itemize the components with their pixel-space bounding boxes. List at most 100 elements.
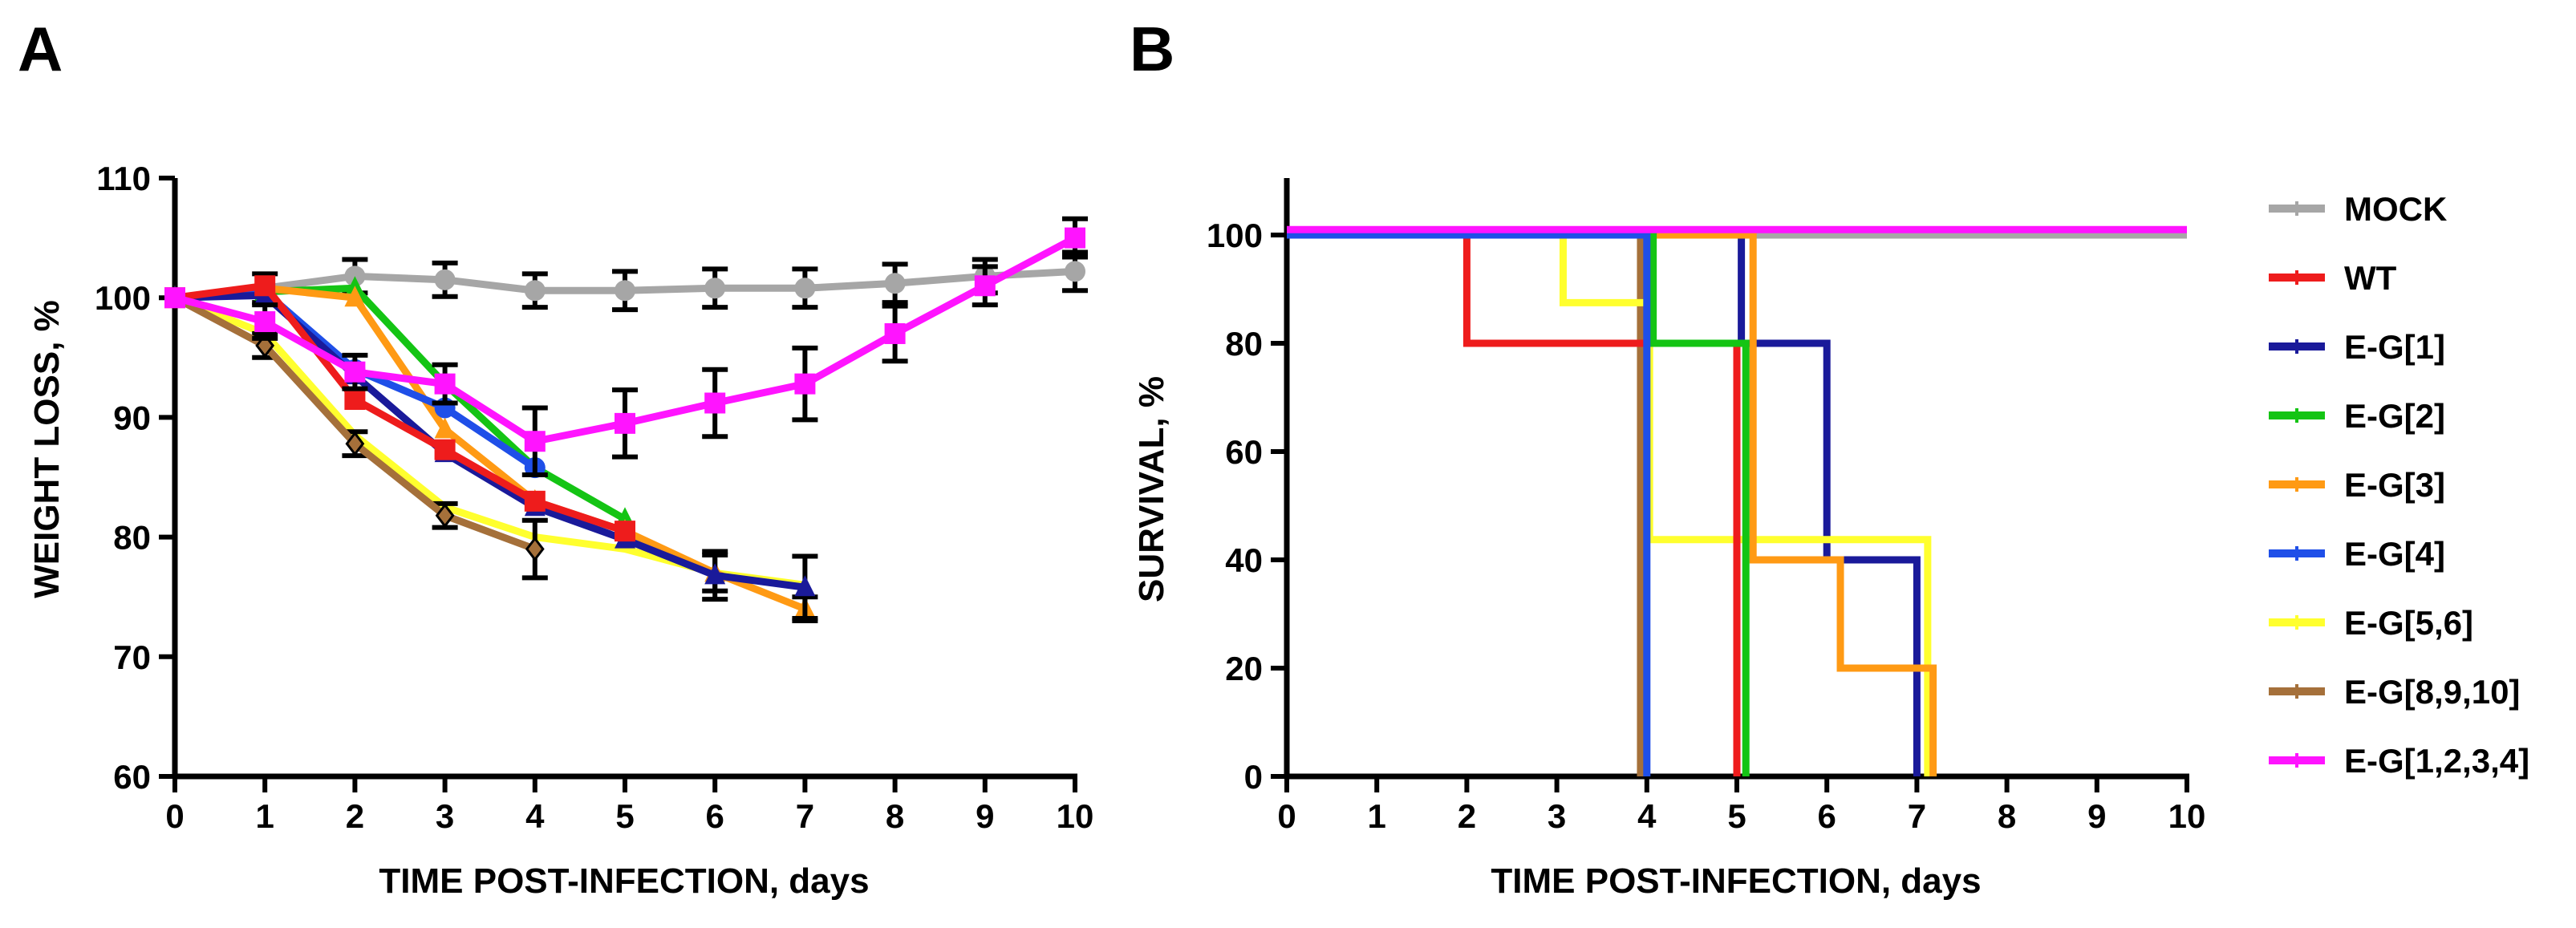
- x-tick-label: 10: [2168, 797, 2206, 835]
- x-tick-label: 5: [615, 797, 634, 835]
- y-tick-label: 70: [113, 638, 151, 676]
- data-point-mock: [524, 280, 546, 302]
- y-tick-label: 100: [95, 279, 151, 317]
- data-point-e-g-1: [794, 575, 816, 597]
- x-tick-label: 2: [1458, 797, 1476, 835]
- x-tick-label: 9: [976, 797, 994, 835]
- legend-label: E-G[3]: [2344, 466, 2445, 504]
- data-point-mock: [704, 278, 726, 299]
- legend-label: E-G[5,6]: [2344, 604, 2473, 642]
- legend-item-mock: MOCK: [2269, 190, 2447, 228]
- data-point-e-g-1-2-3-4: [704, 392, 726, 414]
- chart-a: 60 70 80 90 100 110 0 1 2 3 4 5 6 7 8 9 10 TIME POST-IN…: [27, 160, 1093, 901]
- series-e-g-2: [1287, 231, 1750, 776]
- chart-b-y-label: SURVIVAL, %: [1132, 376, 1171, 602]
- data-point-e-g-1-2-3-4: [254, 311, 276, 333]
- data-point-wt: [524, 490, 546, 512]
- data-point-mock: [1065, 261, 1085, 282]
- survival-step-e-g-5-6: [1287, 231, 1932, 776]
- data-point-wt: [434, 439, 456, 460]
- legend-label: E-G[2]: [2344, 397, 2445, 435]
- legend-label: E-G[1]: [2344, 328, 2445, 366]
- chart-b-series: [1287, 225, 2187, 776]
- x-tick-label: 4: [1637, 797, 1657, 835]
- chart-b-x-ticks: 0 1 2 3 4 5 6 7 8 9 10: [1277, 776, 2205, 835]
- legend-item-e-g-2: E-G[2]: [2269, 397, 2445, 435]
- series-e-g-3: [1287, 231, 1937, 776]
- series-e-g-1-2-3-4: [164, 216, 1088, 478]
- data-point-e-g-8-9-10: [345, 431, 365, 456]
- chart-a-series: [164, 216, 1088, 624]
- data-point-wt: [344, 389, 366, 411]
- x-tick-label: 7: [1908, 797, 1926, 835]
- survival-step-e-g-1: [1287, 231, 1921, 776]
- series-line-wt: [171, 282, 629, 535]
- legend-label: MOCK: [2344, 190, 2447, 228]
- x-tick-label: 5: [1727, 797, 1746, 835]
- legend-item-e-g-1: E-G[1]: [2269, 328, 2445, 366]
- x-tick-label: 0: [1277, 797, 1296, 835]
- legend-item-e-g-5-6: E-G[5,6]: [2269, 604, 2473, 642]
- survival-step-e-g-2: [1287, 231, 1750, 776]
- legend-item-e-g-4: E-G[4]: [2269, 535, 2445, 573]
- data-point-e-g-8-9-10: [435, 503, 455, 529]
- x-tick-label: 3: [1548, 797, 1566, 835]
- x-tick-label: 10: [1057, 797, 1094, 835]
- legend-label: E-G[8,9,10]: [2344, 673, 2520, 711]
- data-point-e-g-1: [704, 563, 726, 585]
- chart-a-x-ticks: 0 1 2 3 4 5 6 7 8 9 10: [165, 776, 1093, 835]
- chart-b: 0 20 40 60 80 100 0 1 2 3 4 5 6 7 8 9 10 TIME POST-INFE…: [1132, 178, 2205, 901]
- legend-item-e-g-1-2-3-4: E-G[1,2,3,4]: [2269, 742, 2529, 780]
- x-tick-label: 1: [256, 797, 274, 835]
- data-point-e-g-3: [434, 417, 456, 439]
- y-tick-label: 110: [96, 160, 151, 197]
- data-point-e-g-3: [344, 286, 366, 307]
- legend-item-wt: WT: [2269, 259, 2397, 297]
- survival-step-e-g-3: [1287, 231, 1937, 776]
- y-tick-label: 80: [1225, 325, 1263, 363]
- chart-b-y-ticks: 0 20 40 60 80 100: [1207, 217, 1287, 796]
- y-tick-label: 0: [1244, 758, 1263, 796]
- legend-item-e-g-8-9-10: E-G[8,9,10]: [2269, 673, 2520, 711]
- y-tick-label: 20: [1225, 650, 1263, 687]
- x-tick-label: 8: [886, 797, 904, 835]
- x-tick-label: 9: [2087, 797, 2106, 835]
- series-e-g-8-9-10: [165, 285, 548, 581]
- legend-label: E-G[1,2,3,4]: [2344, 742, 2529, 780]
- chart-a-y-label: WEIGHT LOSS, %: [27, 300, 67, 598]
- series-line-e-g-8-9-10: [171, 294, 539, 553]
- data-point-e-g-1-2-3-4: [1065, 227, 1085, 249]
- data-point-e-g-8-9-10: [525, 537, 545, 561]
- x-tick-label: 6: [706, 797, 724, 835]
- x-tick-label: 6: [1818, 797, 1836, 835]
- chart-a-y-ticks: 60 70 80 90 100 110: [95, 160, 175, 796]
- x-tick-label: 3: [436, 797, 454, 835]
- legend-label: E-G[4]: [2344, 535, 2445, 573]
- series-e-g-4: [1287, 231, 1651, 776]
- data-point-e-g-1-2-3-4: [884, 322, 906, 344]
- data-point-e-g-1-2-3-4: [974, 275, 996, 297]
- x-tick-label: 7: [796, 797, 814, 835]
- panel-letter-b: B: [1130, 14, 1174, 84]
- data-point-e-g-1-2-3-4: [524, 431, 546, 452]
- x-tick-label: 1: [1368, 797, 1386, 835]
- data-point-mock: [615, 280, 635, 302]
- legend-label: WT: [2344, 259, 2397, 297]
- legend-item-e-g-3: E-G[3]: [2269, 466, 2445, 504]
- y-tick-label: 60: [1225, 433, 1263, 471]
- y-tick-label: 80: [113, 519, 151, 557]
- x-tick-label: 8: [1998, 797, 2016, 835]
- data-point-mock: [434, 269, 456, 290]
- data-point-mock: [884, 273, 906, 294]
- data-point-wt: [615, 521, 635, 542]
- data-point-e-g-1-2-3-4: [344, 361, 366, 383]
- y-tick-label: 40: [1225, 541, 1263, 579]
- panel-letter-a: A: [18, 14, 63, 84]
- survival-step-e-g-4: [1287, 231, 1651, 776]
- legend: MOCK WT E-G[1] E-G[2] E-G[3] E-G[4] E-G[5,6] E-…: [2269, 190, 2529, 780]
- data-point-e-g-1-2-3-4: [615, 412, 635, 434]
- x-tick-label: 4: [525, 797, 545, 835]
- y-tick-label: 100: [1207, 217, 1263, 254]
- y-tick-label: 90: [113, 399, 151, 436]
